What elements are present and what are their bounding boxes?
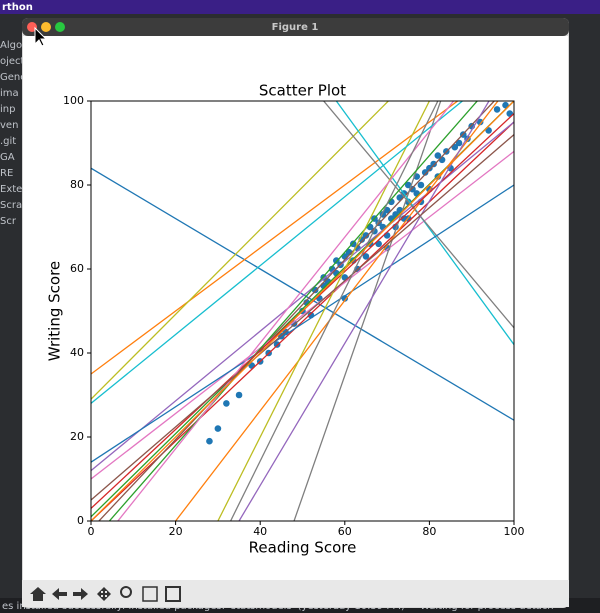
sidebar-item: ven [0, 120, 18, 131]
zoom-button[interactable] [55, 22, 65, 32]
save-button[interactable] [165, 586, 181, 602]
scatter-point [434, 152, 442, 159]
fit-line [323, 101, 514, 329]
ide-sidebar: Algori oject Genera ima inp ven .git GA RE Extern… [0, 40, 37, 227]
minimize-button[interactable] [41, 22, 51, 32]
chart: Scatter Plot Reading Score Writing Score 0 2… [46, 82, 525, 557]
scatter-point [333, 257, 340, 264]
x-tick-label: 20 [169, 525, 183, 538]
sidebar-item: Extern [0, 184, 33, 195]
scatter-point [430, 160, 437, 168]
cursor [34, 26, 48, 47]
sidebar-item: oject [0, 56, 25, 67]
scatter-point [426, 164, 433, 172]
fit-line [293, 101, 442, 521]
configure-button[interactable] [142, 586, 158, 602]
fit-line [91, 167, 514, 421]
fit-line [91, 101, 514, 521]
scatter-point [206, 437, 213, 445]
x-tick-label: 80 [422, 525, 436, 538]
back-button[interactable] [52, 588, 67, 600]
scatter-point [235, 391, 243, 399]
fit-line [230, 101, 439, 521]
y-tick-label: 100 [63, 94, 84, 107]
y-axis-label: Writing Score [46, 261, 64, 361]
fit-line [91, 150, 514, 480]
sidebar-item: inp [0, 104, 15, 115]
zoom-tool-button[interactable] [120, 586, 132, 598]
fit-line [91, 101, 459, 375]
scatter-point [214, 425, 222, 432]
scatter-point [404, 181, 412, 189]
sidebar-item: RE [0, 168, 13, 179]
x-tick-label: 100 [504, 525, 525, 538]
fit-line [91, 101, 390, 400]
y-tick-label: 40 [70, 346, 84, 359]
fit-line [98, 101, 496, 521]
fit-line [108, 101, 479, 521]
y-tick-label: 80 [70, 178, 84, 191]
pan-button[interactable] [97, 587, 111, 601]
fit-line [91, 184, 514, 463]
fit-line [238, 101, 490, 521]
scatter-point [417, 181, 425, 189]
fit-line [91, 101, 464, 404]
plot-area [91, 101, 514, 521]
scatter-point [383, 232, 391, 239]
sidebar-item: Scratc [0, 200, 32, 211]
sidebar-item: GA [0, 152, 15, 163]
plot-frame [90, 100, 515, 522]
scatter-point [421, 169, 429, 176]
window-title: Figure 1 [272, 22, 319, 33]
fit-line [91, 134, 514, 501]
app-title: rthon [2, 2, 33, 13]
toolbar [22, 580, 569, 607]
fit-line [217, 101, 430, 521]
sidebar-item: Algori [0, 40, 29, 51]
x-tick-label: 60 [338, 525, 352, 538]
app-bar [0, 0, 600, 14]
y-tick-label: 0 [77, 514, 84, 527]
fit-line [117, 101, 455, 521]
forward-button[interactable] [73, 588, 88, 600]
scatter-point [455, 139, 463, 147]
scatter-point [493, 106, 501, 113]
sidebar-item: ima [0, 88, 19, 99]
x-tick-label: 0 [88, 525, 95, 538]
sidebar-item: Genera [0, 72, 37, 83]
x-tick-label: 40 [253, 525, 267, 538]
scatter-point [349, 240, 357, 248]
sidebar-item: .git [0, 136, 16, 147]
y-tick-label: 60 [70, 262, 84, 275]
scatter-point [362, 232, 370, 239]
x-axis-label: Reading Score [249, 539, 357, 557]
sidebar-item: Scr [0, 216, 17, 227]
title-bar [22, 18, 569, 36]
scatter-point [476, 118, 484, 126]
toolbar-icons [30, 586, 181, 602]
home-button[interactable] [30, 587, 46, 601]
scatter-point [362, 253, 370, 260]
scatter-point [223, 400, 230, 407]
y-tick-label: 20 [70, 430, 84, 443]
chart-title: Scatter Plot [259, 82, 346, 100]
